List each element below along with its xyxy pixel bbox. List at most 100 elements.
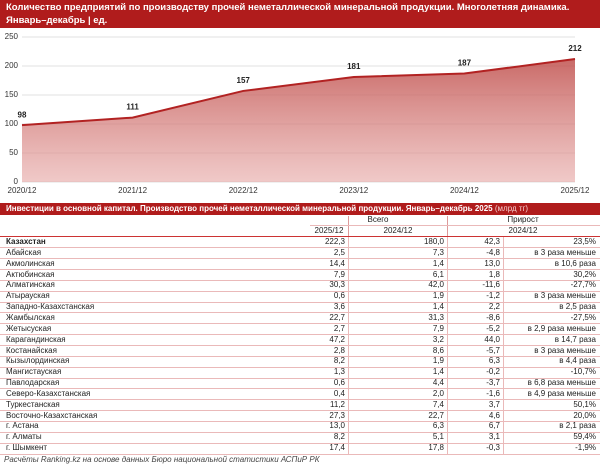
row-name: Костанайская: [6, 345, 57, 355]
cell-value: 11,2: [330, 399, 345, 409]
cell-value: 27,3: [329, 410, 345, 420]
data-label: 181: [347, 62, 361, 71]
column-divider: [447, 237, 448, 454]
cell-value: в 10,6 раза: [554, 258, 596, 268]
row-name: Карагандинская: [6, 334, 66, 344]
cell-value: 3,2: [432, 334, 444, 344]
cell-value: 13,0: [484, 258, 500, 268]
cell-value: 2,2: [488, 302, 500, 312]
y-tick-label: 250: [5, 32, 19, 41]
data-label: 111: [126, 103, 139, 112]
cell-value: 22,7: [329, 312, 345, 322]
cell-value: 0,4: [333, 388, 345, 398]
x-tick-label: 2020/12: [8, 186, 37, 195]
cell-value: в 3 раза меньше: [534, 247, 596, 257]
row-name: Казахстан: [6, 237, 46, 246]
row-rule: [0, 442, 600, 444]
cell-value: 20,0%: [573, 410, 596, 420]
sub-header: 2024/12: [383, 226, 413, 235]
cell-value: -5,2: [486, 323, 500, 333]
data-label: 98: [18, 110, 27, 119]
table-title: Инвестиции в основной капитал. Производс…: [6, 204, 493, 213]
cell-value: в 4,4 раза: [559, 356, 596, 366]
row-name: г. Шымкент: [6, 443, 48, 453]
cell-value: 47,2: [329, 334, 345, 344]
cell-value: 8,6: [432, 345, 444, 355]
cell-value: -10,7%: [570, 367, 596, 377]
cell-value: 1,8: [488, 269, 500, 279]
cell-value: 22,7: [428, 410, 444, 420]
group-header: Всего: [367, 215, 389, 224]
cell-value: в 6,8 раза меньше: [527, 378, 596, 388]
cell-value: в 4,9 раза меньше: [527, 388, 596, 398]
row-name: Акмолинская: [6, 258, 55, 268]
cell-value: 3,7: [488, 399, 500, 409]
cell-value: 180,0: [423, 237, 444, 246]
row-rule: [0, 399, 600, 401]
row-name: Атырауская: [6, 291, 50, 301]
header-rule: [310, 225, 600, 226]
cell-value: -3,7: [486, 378, 500, 388]
row-rule: [0, 334, 600, 336]
cell-value: 2,5: [333, 247, 345, 257]
cell-value: 1,3: [333, 367, 345, 377]
cell-value: 7,9: [432, 323, 444, 333]
sub-header: 2025/12: [314, 226, 344, 235]
x-tick-label: 2021/12: [118, 186, 147, 195]
row-name: Восточно-Казахстанская: [6, 410, 98, 420]
sub-header: 2024/12: [508, 226, 538, 235]
cell-value: 6,3: [432, 421, 444, 431]
cell-value: 8,2: [333, 356, 345, 366]
cell-value: в 3 раза меньше: [534, 345, 596, 355]
row-name: Павлодарская: [6, 378, 60, 388]
row-name: Северо-Казахстанская: [6, 388, 91, 398]
y-tick-label: 150: [5, 90, 19, 99]
line: [21, 58, 576, 127]
row-rule: [0, 258, 600, 260]
y-tick-label: 200: [5, 61, 19, 70]
row-rule: [0, 366, 600, 368]
row-name: г. Астана: [6, 421, 39, 431]
cell-value: в 3 раза меньше: [534, 291, 596, 301]
cell-value: 42,3: [484, 237, 500, 246]
row-rule: [0, 301, 600, 303]
cell-value: 23,5%: [573, 237, 596, 246]
cell-value: -5,7: [486, 345, 500, 355]
cell-value: 2,7: [333, 323, 345, 333]
cell-value: 6,1: [432, 269, 444, 279]
x-tick-label: 2024/12: [450, 186, 479, 195]
cell-value: 0,6: [333, 378, 345, 388]
cell-value: в 2,1 раза: [559, 421, 596, 431]
cell-value: 7,3: [432, 247, 444, 257]
cell-value: 44,0: [484, 334, 500, 344]
row-rule: [0, 388, 600, 390]
cell-value: 2,8: [333, 345, 345, 355]
table-title-bar: Инвестиции в основной капитал. Производс…: [0, 203, 600, 215]
cell-value: 7,9: [333, 269, 345, 279]
cell-value: 1,9: [432, 356, 444, 366]
row-name: Актюбинская: [6, 269, 55, 279]
cell-value: -8,6: [486, 312, 500, 322]
row-name: Абайская: [6, 247, 42, 257]
row-name: Жетысуская: [6, 323, 52, 333]
cell-value: 6,7: [488, 421, 500, 431]
row-rule: [0, 323, 600, 325]
cell-value: 4,6: [488, 410, 500, 420]
row-rule: [0, 377, 600, 379]
row-name: г. Алматы: [6, 432, 42, 442]
row-rule: [0, 312, 600, 314]
cell-value: 17,8: [428, 443, 444, 453]
row-name: Алматинская: [6, 280, 55, 290]
column-divider: [348, 216, 349, 236]
data-label: 212: [568, 44, 582, 53]
column-divider: [503, 237, 504, 454]
cell-value: 50,1%: [573, 399, 596, 409]
cell-value: 3,6: [333, 302, 345, 312]
cell-value: в 2,9 раза меньше: [527, 323, 596, 333]
area-fill: [22, 59, 575, 182]
row-rule: [0, 420, 600, 422]
x-tick-label: 2022/12: [229, 186, 258, 195]
cell-value: 6,3: [488, 356, 500, 366]
row-name: Западно-Казахстанская: [6, 302, 95, 312]
